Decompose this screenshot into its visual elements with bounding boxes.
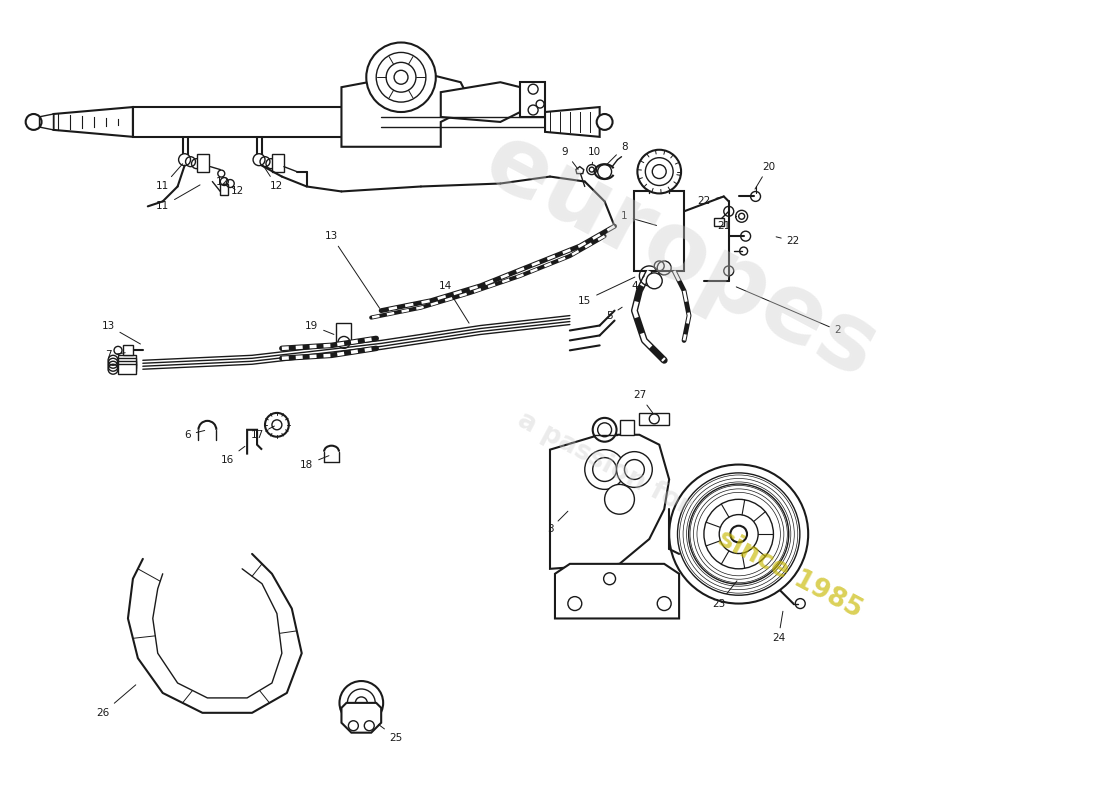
Text: 1: 1 (621, 211, 657, 226)
Polygon shape (544, 107, 600, 137)
Text: 5: 5 (606, 307, 623, 321)
Circle shape (605, 485, 635, 514)
Polygon shape (550, 434, 669, 569)
Text: 22: 22 (777, 236, 800, 246)
Circle shape (253, 154, 265, 166)
Bar (220, 183, 229, 195)
Text: 19: 19 (305, 321, 334, 334)
Text: 3: 3 (547, 511, 568, 534)
Circle shape (25, 114, 42, 130)
Text: 20: 20 (755, 162, 775, 189)
Text: 23: 23 (712, 581, 737, 609)
Polygon shape (133, 107, 382, 137)
Bar (619, 420, 635, 434)
Text: since 1985: since 1985 (714, 526, 867, 624)
Text: 10: 10 (588, 146, 602, 164)
Text: 14: 14 (439, 281, 469, 323)
Text: 26: 26 (97, 685, 135, 718)
Bar (118, 364, 136, 374)
Text: 13: 13 (324, 231, 380, 308)
Polygon shape (54, 107, 133, 137)
Bar (118, 358, 136, 368)
Polygon shape (575, 166, 584, 174)
Text: 15: 15 (579, 277, 635, 306)
Bar (123, 346, 133, 355)
Bar (639, 413, 669, 425)
Circle shape (637, 150, 681, 194)
Text: 6: 6 (184, 430, 205, 440)
Text: 25: 25 (378, 725, 403, 742)
Text: 13: 13 (101, 321, 141, 344)
Bar (198, 154, 209, 171)
Bar (118, 355, 136, 366)
Text: 12: 12 (231, 186, 244, 197)
Polygon shape (556, 564, 679, 618)
Polygon shape (341, 703, 382, 733)
Circle shape (178, 154, 190, 166)
Text: 8: 8 (606, 142, 628, 165)
Text: 16: 16 (221, 446, 245, 465)
Circle shape (114, 346, 122, 354)
Circle shape (669, 465, 808, 603)
Text: 11: 11 (156, 164, 183, 191)
Text: a passion for: a passion for (514, 406, 696, 520)
Circle shape (340, 681, 383, 725)
Text: 11: 11 (156, 185, 200, 211)
Polygon shape (341, 72, 465, 146)
Bar (714, 218, 724, 226)
Circle shape (265, 413, 289, 437)
Bar (337, 322, 351, 342)
Text: 22: 22 (697, 196, 722, 206)
Circle shape (596, 114, 613, 130)
Text: 18: 18 (300, 456, 329, 470)
Polygon shape (39, 114, 54, 130)
Text: 17: 17 (251, 426, 274, 440)
Circle shape (593, 418, 616, 442)
Bar (635, 191, 684, 271)
Text: 9: 9 (562, 146, 579, 170)
Text: 21: 21 (717, 216, 737, 231)
Text: 24: 24 (772, 611, 785, 643)
Text: 2: 2 (736, 287, 842, 335)
Bar (118, 362, 136, 371)
Bar (272, 154, 284, 171)
Circle shape (730, 526, 747, 542)
Circle shape (366, 42, 436, 112)
Text: 12: 12 (216, 177, 229, 186)
Polygon shape (520, 82, 544, 117)
Circle shape (616, 452, 652, 487)
Text: 27: 27 (632, 390, 652, 413)
Polygon shape (441, 82, 525, 122)
Circle shape (647, 273, 662, 289)
Text: 12: 12 (264, 166, 284, 191)
Text: europes: europes (470, 115, 893, 398)
Text: 4: 4 (631, 276, 645, 290)
Circle shape (585, 450, 625, 490)
Text: 7: 7 (104, 350, 125, 360)
